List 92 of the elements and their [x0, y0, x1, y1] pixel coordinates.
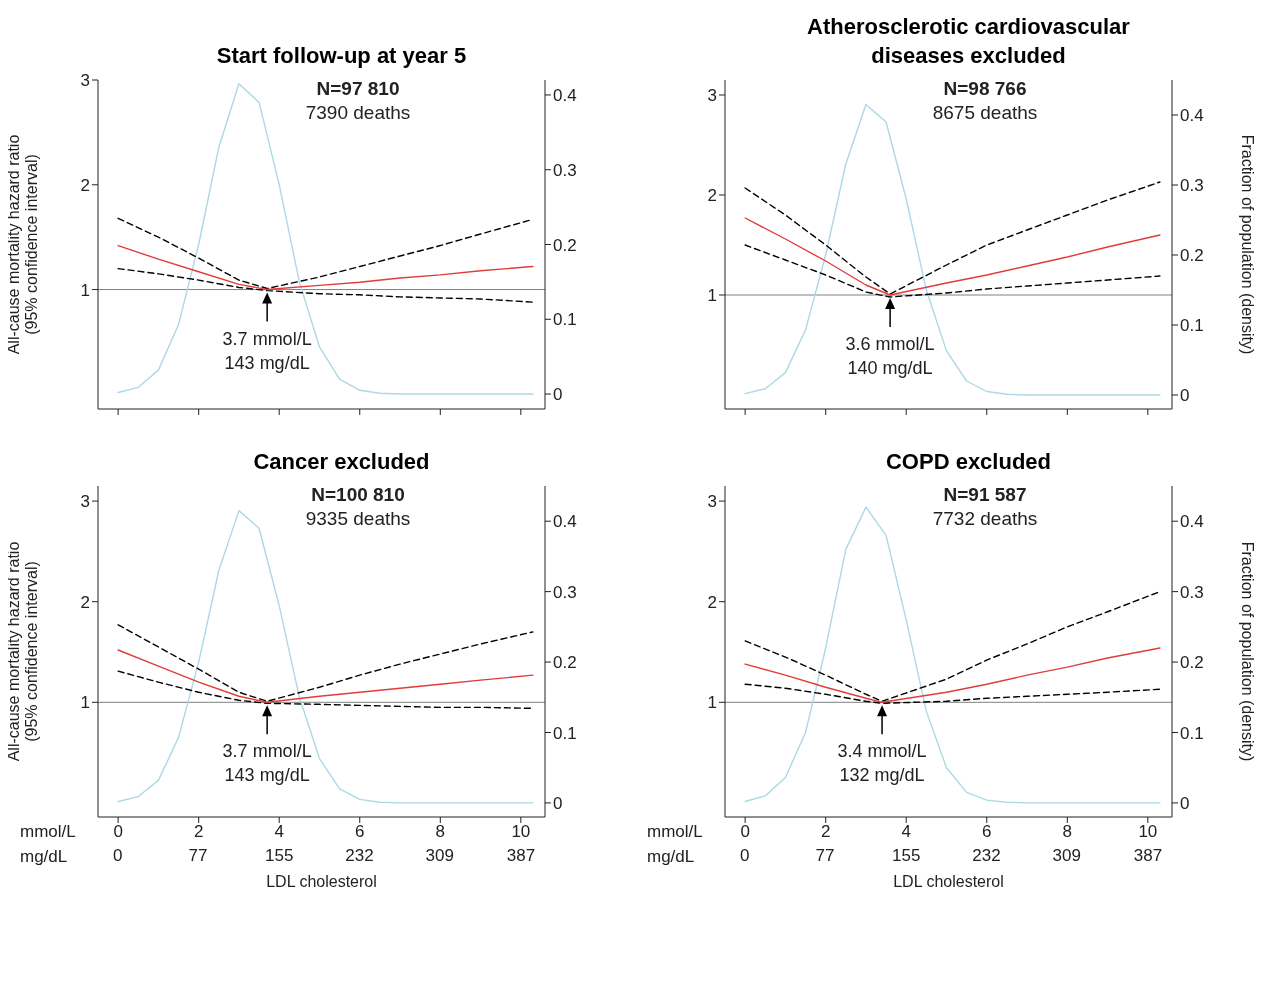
x2-tick-label: 155: [265, 846, 294, 865]
y-tick-label: 3: [80, 492, 90, 512]
x-tick-label: 8: [435, 822, 446, 842]
text: mg/dL: [647, 847, 695, 867]
y2-tick-label: 0.3: [1180, 582, 1204, 602]
line-series: [117, 509, 534, 804]
x2-tick-label: 77: [188, 846, 208, 865]
x-tick-label: 8: [1062, 822, 1073, 842]
x-tick-label: 4: [901, 822, 911, 842]
line-series: [744, 506, 1161, 804]
x-tick-label: 6: [982, 822, 992, 842]
line-series: [744, 181, 1161, 295]
x-tick-label: 6: [355, 822, 365, 842]
y-axis-title: All-cause mortality hazard ratio (95% confidence interval): [5, 541, 40, 762]
y-tick-label: 1: [80, 693, 90, 713]
x-tick-label: 2: [820, 822, 831, 842]
chart-title: Atherosclerotic cardiovascular diseases excluded: [806, 13, 1131, 70]
x-axis-title: LDL cholesterol: [893, 873, 1004, 890]
chart-title: COPD excluded: [884, 448, 1052, 476]
y2-tick-label: 0.2: [1180, 653, 1204, 673]
x-tick-label: 4: [274, 822, 284, 842]
x2-tick-label: 232: [345, 846, 374, 865]
line-series: [117, 244, 534, 291]
annotation: 3.4 mmol/L 132 mg/dL: [837, 741, 927, 786]
y2-tick-label: 0.2: [553, 235, 577, 255]
x-tick-label: 2: [193, 822, 204, 842]
y-tick-label: 1: [707, 286, 717, 306]
x-tick-label: 10: [511, 822, 531, 842]
y2-tick-label: 0.2: [553, 653, 577, 673]
annotation: 7390 deaths: [304, 102, 412, 124]
x2-tick-label: 0: [740, 846, 750, 865]
x2-tick-label: 387: [1133, 846, 1163, 865]
annotation: N=100 810: [310, 484, 406, 506]
annotation: N=98 766: [942, 78, 1028, 100]
text: mg/dL: [20, 847, 68, 867]
chart-title: Cancer excluded: [252, 448, 431, 476]
y2-tick-label: 0.4: [1180, 512, 1204, 532]
y-tick-label: 3: [80, 71, 90, 91]
annotation: 3.7 mmol/L 143 mg/dL: [222, 741, 312, 786]
line-series: [744, 590, 1161, 702]
y-tick-label: 2: [80, 175, 90, 195]
y2-tick-label: 0.3: [553, 582, 577, 602]
line-series: [744, 103, 1161, 396]
y2-tick-label: 0.1: [553, 310, 577, 330]
x-axis-title: LDL cholesterol: [266, 873, 377, 890]
y2-tick-label: 0.4: [1180, 106, 1204, 126]
y2-tick-label: 0: [1180, 386, 1190, 406]
annotation: N=91 587: [942, 484, 1028, 506]
y-tick-label: 1: [80, 280, 90, 300]
y2-tick-label: 0: [553, 793, 563, 813]
x2-tick-label: 232: [972, 846, 1001, 865]
line-series: [744, 647, 1161, 704]
annotation: 7732 deaths: [931, 508, 1039, 530]
text: mmol/L: [647, 822, 703, 842]
y-axis-title: All-cause mortality hazard ratio (95% confidence interval): [5, 134, 40, 355]
x2-tick-label: 0: [113, 846, 123, 865]
y-tick-label: 2: [80, 592, 90, 612]
y2-axis-title: Fraction of population (density): [1239, 134, 1256, 355]
y2-tick-label: 0.3: [553, 160, 577, 180]
y-tick-label: 2: [707, 592, 717, 612]
x-tick-label: 0: [113, 822, 123, 842]
x2-tick-label: 155: [892, 846, 921, 865]
y-tick-label: 2: [707, 186, 717, 206]
text: mmol/L: [20, 822, 76, 842]
x-tick-label: 0: [740, 822, 750, 842]
x2-tick-label: 387: [506, 846, 536, 865]
y2-tick-label: 0.4: [553, 512, 577, 532]
annotation: 9335 deaths: [304, 508, 412, 530]
y2-tick-label: 0.1: [553, 723, 577, 743]
x2-tick-label: 309: [425, 846, 454, 865]
line-series: [117, 83, 534, 395]
y2-axis-title: Fraction of population (density): [1239, 541, 1256, 762]
y2-tick-label: 0.1: [1180, 316, 1204, 336]
y-tick-label: 1: [707, 693, 717, 713]
y2-tick-label: 0.2: [1180, 246, 1204, 266]
line-series: [117, 649, 534, 704]
y2-tick-label: 0.1: [1180, 723, 1204, 743]
annotation: N=97 810: [315, 78, 401, 100]
y2-tick-label: 0: [1180, 793, 1190, 813]
y2-tick-label: 0.4: [553, 85, 577, 105]
x-tick-label: 10: [1138, 822, 1158, 842]
y2-tick-label: 0: [553, 385, 563, 405]
annotation: 3.6 mmol/L 140 mg/dL: [845, 334, 935, 378]
annotation: 8675 deaths: [931, 102, 1039, 124]
x2-tick-label: 77: [815, 846, 835, 865]
annotation: 3.7 mmol/L 143 mg/dL: [222, 328, 312, 373]
line-series: [744, 217, 1161, 296]
y-tick-label: 3: [707, 86, 717, 106]
chart-title: Start follow-up at year 5: [215, 42, 468, 70]
y-tick-label: 3: [707, 492, 717, 512]
x2-tick-label: 309: [1052, 846, 1081, 865]
y2-tick-label: 0.3: [1180, 176, 1204, 196]
